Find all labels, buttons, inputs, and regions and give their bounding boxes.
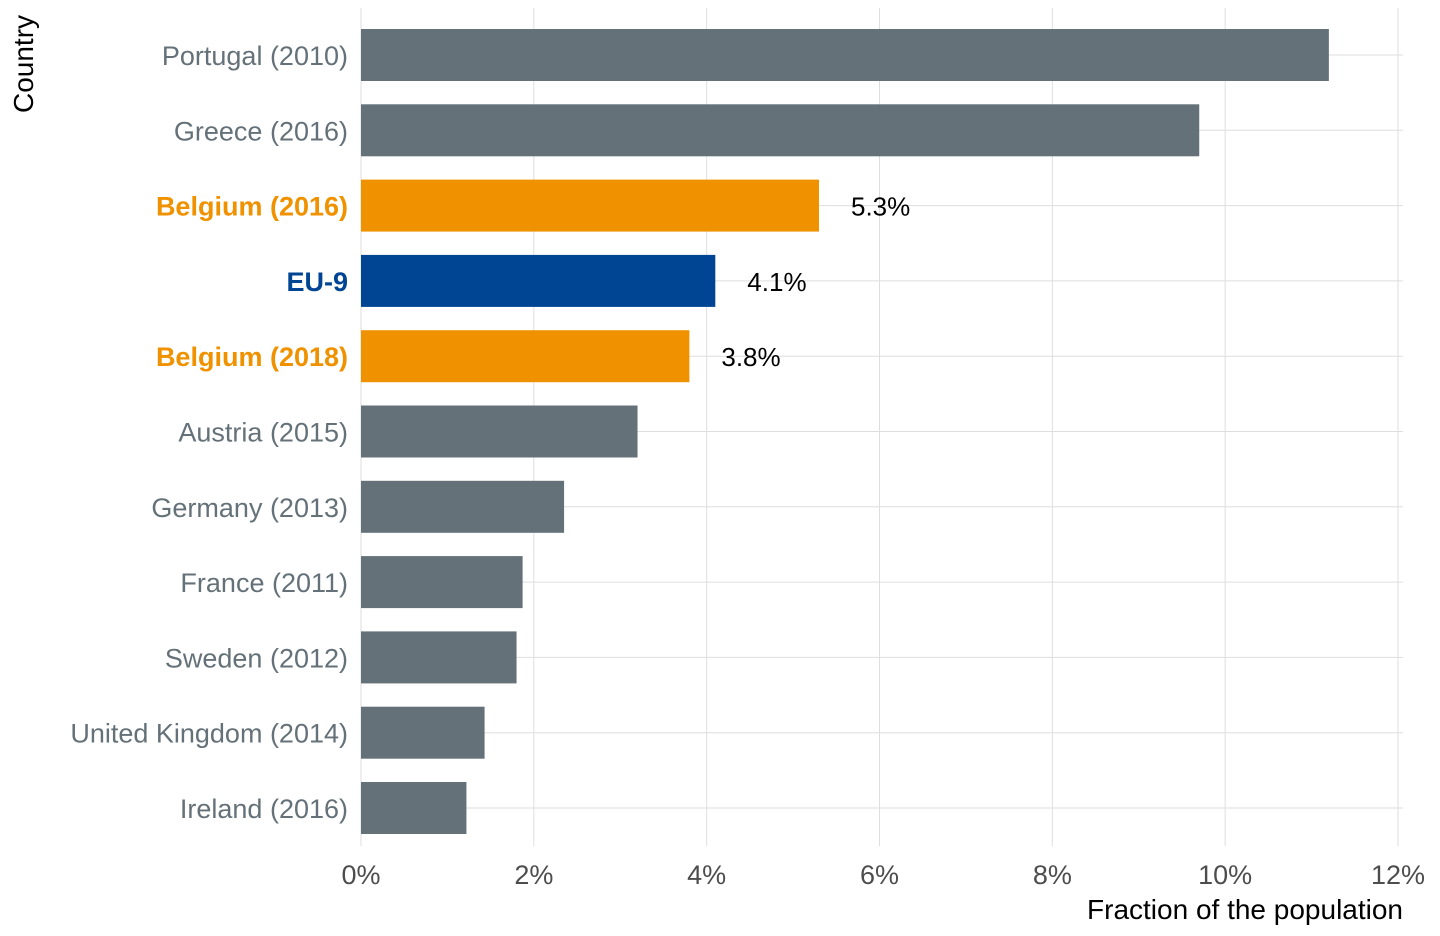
x-axis-title: Fraction of the population [1087, 894, 1403, 925]
x-tick-label-5: 10% [1198, 860, 1252, 890]
data-label-3: 4.1% [747, 267, 806, 297]
x-tick-label-6: 12% [1371, 860, 1425, 890]
category-label-4: Belgium (2018) [156, 342, 348, 372]
category-label-5: Austria (2015) [178, 418, 348, 448]
y-axis-title: Country [8, 15, 39, 113]
bar-5 [361, 405, 638, 458]
bar-3 [361, 254, 716, 307]
category-labels: Portugal (2010) Greece (2016) Belgium (201… [70, 41, 348, 824]
category-label-8: Sweden (2012) [165, 643, 348, 673]
bar-8 [361, 631, 517, 684]
bar-6 [361, 480, 565, 533]
data-labels: 5.3% 4.1% 3.8% [721, 192, 910, 373]
bar-0 [361, 29, 1329, 81]
category-label-1: Greece (2016) [174, 116, 348, 146]
data-label-4: 3.8% [721, 342, 780, 372]
bar-10 [361, 782, 467, 834]
category-label-2: Belgium (2016) [156, 192, 348, 222]
data-label-2: 5.3% [851, 192, 910, 222]
x-tick-labels: 0% 2% 4% 6% 8% 10% 12% [341, 860, 1425, 890]
x-tick-label-1: 2% [514, 860, 553, 890]
x-tick-label-4: 8% [1033, 860, 1072, 890]
category-label-3: EU-9 [286, 267, 348, 297]
category-label-10: Ireland (2016) [180, 794, 348, 824]
x-tick-label-0: 0% [341, 860, 380, 890]
category-label-9: United Kingdom (2014) [70, 719, 348, 749]
bar-2 [361, 179, 820, 232]
x-tick-label-2: 4% [687, 860, 726, 890]
bar-4 [361, 330, 690, 383]
x-tick-label-3: 6% [860, 860, 899, 890]
category-label-6: Germany (2013) [151, 493, 348, 523]
bars [361, 29, 1329, 834]
category-label-7: France (2011) [180, 568, 348, 598]
category-label-0: Portugal (2010) [162, 41, 348, 71]
bar-1 [361, 104, 1200, 157]
bar-9 [361, 706, 485, 759]
bar-7 [361, 556, 523, 609]
